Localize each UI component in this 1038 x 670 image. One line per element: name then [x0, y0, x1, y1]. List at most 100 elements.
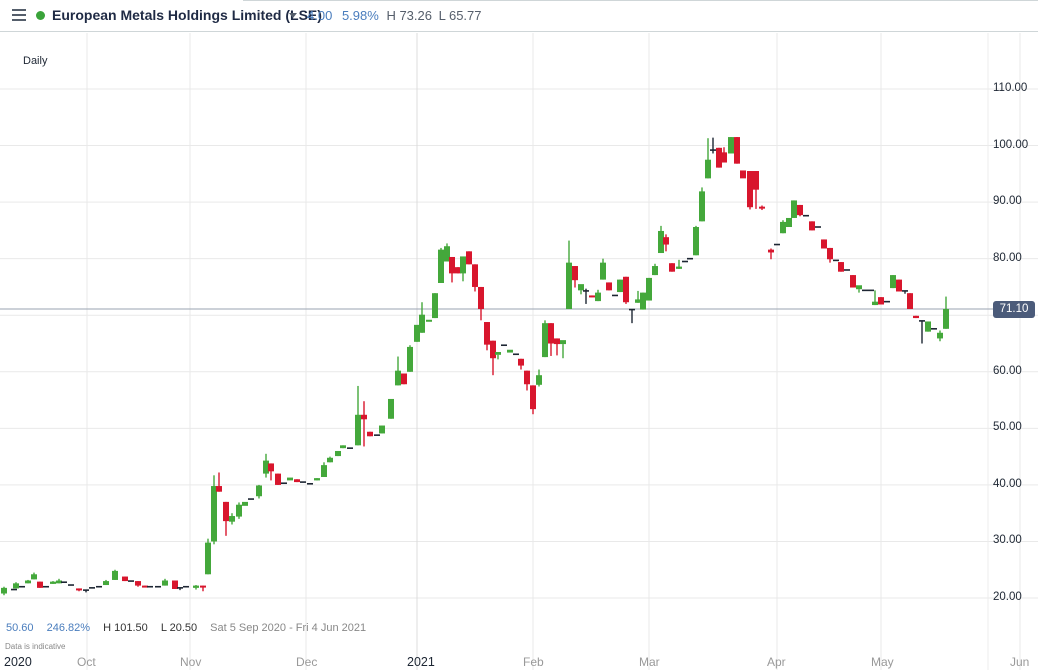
candle — [716, 147, 722, 168]
candle — [862, 289, 868, 292]
market-status-icon — [36, 11, 45, 20]
candle — [177, 587, 183, 591]
candle — [868, 289, 874, 292]
candle — [896, 279, 902, 292]
y-tick-label: 20.00 — [993, 591, 1022, 604]
candle — [943, 296, 949, 329]
candle — [263, 453, 269, 478]
candle — [236, 502, 242, 519]
candle — [367, 431, 373, 437]
candle — [682, 260, 688, 263]
candle — [693, 225, 699, 256]
candle — [294, 479, 300, 483]
candle — [1, 586, 7, 596]
candle — [211, 475, 217, 545]
candle — [768, 248, 774, 260]
candle — [83, 589, 89, 593]
x-tick-label: Jun — [1010, 655, 1030, 669]
candle — [937, 330, 943, 342]
candle — [96, 585, 102, 588]
disclaimer: Data is indicative — [5, 642, 66, 651]
y-tick-label: 30.00 — [993, 534, 1022, 547]
candle — [753, 171, 759, 209]
candle — [455, 267, 461, 274]
candle — [268, 463, 274, 481]
candle — [513, 353, 519, 356]
candle — [216, 472, 222, 492]
candle — [663, 234, 669, 252]
candle — [809, 221, 815, 231]
candle — [913, 315, 919, 319]
candle — [759, 205, 765, 211]
header-top-divider — [243, 0, 1038, 1]
candle — [147, 585, 153, 588]
candle — [856, 285, 862, 293]
candle — [821, 239, 827, 249]
candle — [623, 276, 629, 304]
y-tick-label: 80.00 — [993, 251, 1022, 264]
candle — [878, 297, 884, 305]
candle — [902, 290, 908, 294]
candle — [501, 344, 507, 347]
candle — [193, 585, 199, 590]
quote-summary: 4.00 5.98% H 73.26 L 65.77 — [307, 8, 485, 23]
day-high: H 73.26 — [386, 8, 432, 23]
candle — [566, 240, 572, 310]
candle — [890, 275, 896, 289]
candle — [444, 243, 450, 262]
candle — [395, 356, 401, 386]
candle — [658, 225, 664, 254]
candle — [426, 319, 432, 322]
candle — [925, 321, 931, 332]
candle — [347, 447, 353, 449]
candle — [827, 247, 833, 263]
period-summary: 50.60 246.82% H 101.50 L 20.50 Sat 5 Sep… — [6, 622, 366, 634]
candle — [43, 585, 49, 588]
candle — [56, 578, 62, 584]
period-high: H 101.50 — [103, 622, 148, 634]
candle — [646, 277, 652, 301]
period-low: L 20.50 — [160, 622, 198, 634]
candle — [578, 284, 584, 295]
candle — [135, 581, 141, 587]
x-tick-label: Dec — [296, 655, 318, 669]
candle — [589, 295, 595, 298]
candle — [884, 300, 890, 303]
candle — [61, 581, 67, 584]
candle — [103, 579, 109, 586]
candle — [460, 256, 466, 282]
candle — [335, 450, 341, 457]
candle — [155, 585, 161, 588]
candle — [432, 293, 438, 319]
candle — [490, 340, 496, 376]
instrument-selector[interactable]: European Metals Holdings Limited (LSE) — [52, 7, 322, 23]
price-change: 4.00 — [307, 8, 333, 23]
y-tick-label: 40.00 — [993, 477, 1022, 490]
candle — [572, 266, 578, 288]
x-tick-label: 2021 — [407, 655, 435, 669]
candle — [449, 256, 455, 283]
candlestick-chart[interactable] — [0, 33, 1038, 670]
candle — [438, 247, 444, 284]
candle — [548, 323, 554, 356]
candle — [205, 538, 211, 575]
candle — [281, 482, 287, 485]
candle — [142, 585, 148, 588]
candle — [472, 264, 478, 292]
candle — [89, 587, 95, 589]
interval-label[interactable]: Daily — [23, 55, 48, 67]
candle — [786, 217, 792, 228]
candle — [223, 501, 229, 536]
candle — [734, 137, 740, 164]
candle — [484, 322, 490, 351]
candle — [183, 585, 189, 588]
candle — [128, 580, 134, 582]
candle — [833, 259, 839, 262]
hamburger-menu-icon[interactable] — [12, 9, 26, 21]
candle — [583, 288, 589, 304]
chevron-down-icon[interactable] — [289, 13, 297, 18]
day-low: L 65.77 — [438, 8, 482, 23]
candle — [542, 320, 548, 358]
candle — [327, 456, 333, 463]
candle — [172, 580, 178, 589]
